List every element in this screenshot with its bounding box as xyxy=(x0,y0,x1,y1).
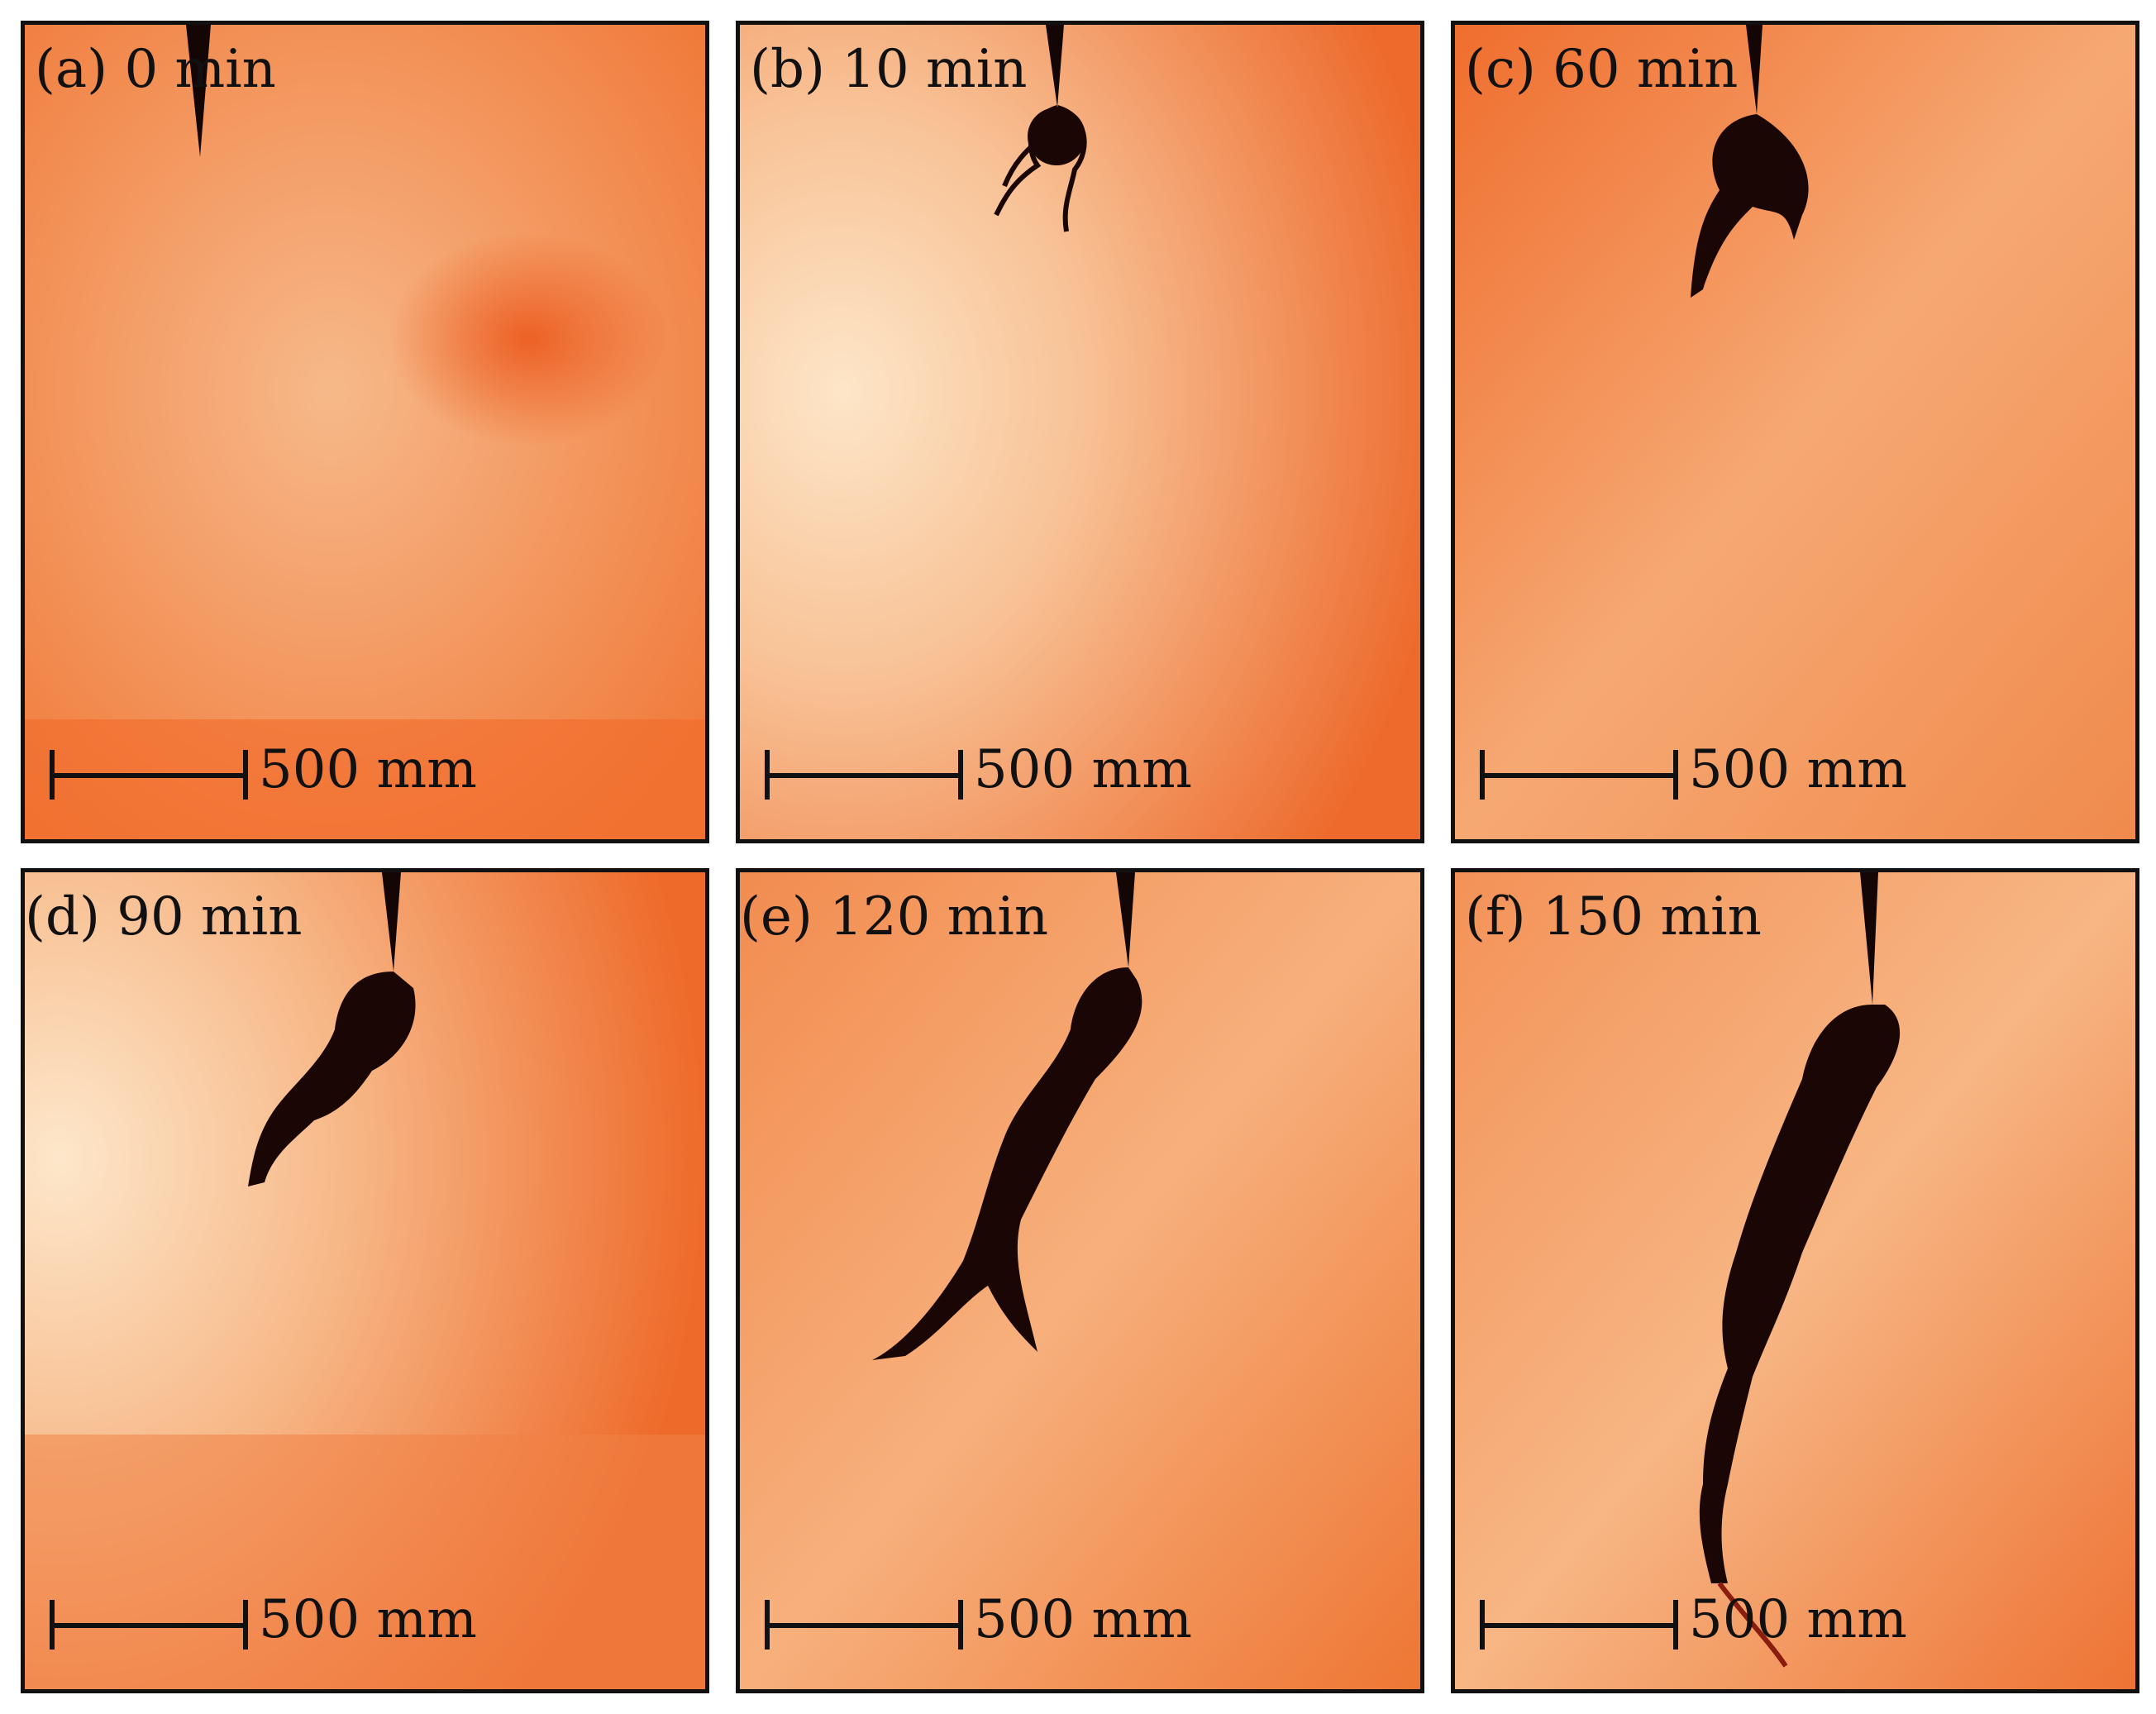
scale-bar-b xyxy=(765,750,963,800)
panel-b: (b) 10 min 500 mm xyxy=(736,21,1424,843)
probe-tip-d xyxy=(382,872,401,972)
panel-c: (c) 60 min 500 mm xyxy=(1451,21,2139,843)
panel-label-b: (b) 10 min xyxy=(750,39,1028,100)
dendrite-f xyxy=(1699,1005,1901,1583)
panel-label-f: (f) 150 min xyxy=(1465,886,1762,948)
micrograph-d xyxy=(25,872,705,1689)
scale-bar-d xyxy=(50,1600,248,1650)
panel-d: (d) 90 min 500 mm xyxy=(21,868,709,1693)
panel-a: (a) 0 min 500 mm xyxy=(21,21,709,843)
panel-label-e: (e) 120 min xyxy=(740,886,1049,948)
scale-label-f: 500 mm xyxy=(1689,1589,1907,1650)
panel-f: (f) 150 min 500 mm xyxy=(1451,868,2139,1693)
scale-label-a: 500 mm xyxy=(259,739,477,800)
panel-e: (e) 120 min 500 mm xyxy=(736,868,1424,1693)
probe-tip-f xyxy=(1860,872,1878,1005)
probe-tip-c xyxy=(1746,25,1762,114)
scale-bar-f xyxy=(1480,1600,1678,1650)
scale-label-b: 500 mm xyxy=(974,739,1192,800)
micrograph-a xyxy=(25,25,705,839)
panel-label-c: (c) 60 min xyxy=(1465,39,1739,100)
micrograph-e xyxy=(740,872,1420,1689)
scale-label-c: 500 mm xyxy=(1689,739,1907,800)
scale-label-d: 500 mm xyxy=(259,1589,477,1650)
dendrite-e xyxy=(872,967,1142,1360)
dendrite-b xyxy=(1028,107,1085,165)
micrograph-f xyxy=(1455,872,2135,1689)
scale-bar-c xyxy=(1480,750,1678,800)
probe-tip-b xyxy=(1046,25,1064,107)
dendrite-c xyxy=(1691,114,1809,298)
probe-tip-e xyxy=(1116,872,1135,967)
micrograph-b xyxy=(740,25,1420,839)
panel-label-d: (d) 90 min xyxy=(25,886,303,948)
panel-label-a: (a) 0 min xyxy=(35,39,276,100)
dendrite-d xyxy=(248,972,416,1186)
scale-label-e: 500 mm xyxy=(974,1589,1192,1650)
probe-tip-a xyxy=(186,25,211,157)
micrograph-c xyxy=(1455,25,2135,839)
scale-bar-a xyxy=(50,750,248,800)
scale-bar-e xyxy=(765,1600,963,1650)
